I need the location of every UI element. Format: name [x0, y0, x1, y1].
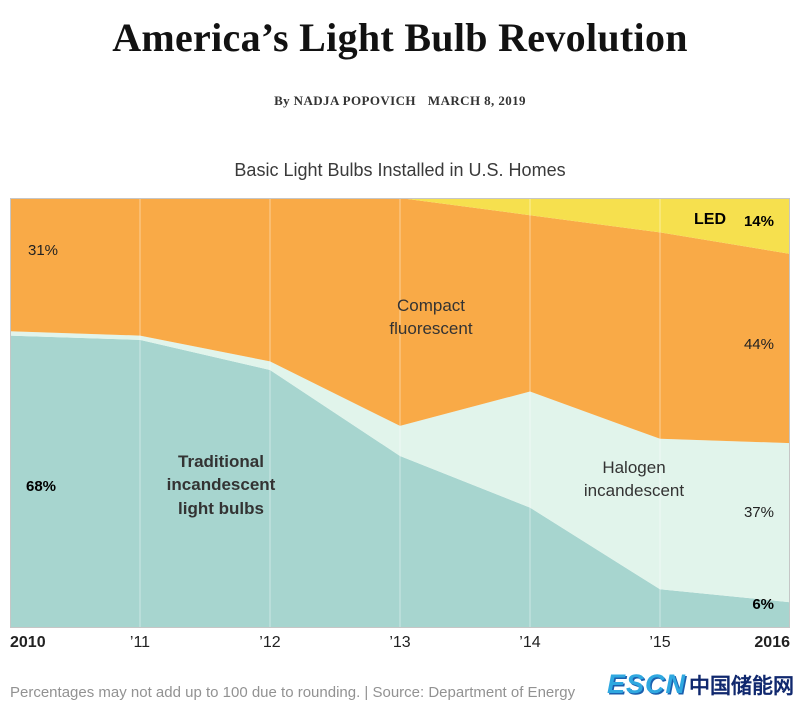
chart-title: Basic Light Bulbs Installed in U.S. Home…: [234, 160, 566, 180]
byline-author: By NADJA POPOVICH: [274, 93, 416, 108]
x-axis: 2010 ’11 ’12 ’13 ’14 ’15 2016: [10, 634, 790, 654]
byline-date: MARCH 8, 2019: [427, 93, 526, 108]
stacked-area-chart: 31% Compact fluorescent LED 14% 44% Trad…: [10, 198, 790, 628]
plot-border: [10, 198, 790, 628]
traditional-end-value: 6%: [752, 596, 774, 613]
area-traditional-incandescent-light-bulbs: [10, 335, 790, 628]
led-area-label: LED: [694, 211, 726, 228]
watermark: ESCN 中国储能网: [607, 669, 794, 700]
cfl-start-value: 31%: [28, 242, 59, 259]
source-note: Percentages may not add up to 100 due to…: [10, 684, 576, 701]
area-led: [10, 198, 790, 254]
led-end-value: 14%: [743, 213, 774, 230]
x-tick-15: ’15: [649, 634, 671, 651]
area-compact-fluorescent: [10, 198, 790, 444]
x-tick-2016: 2016: [754, 634, 790, 651]
byline: By NADJA POPOVICH MARCH 8, 2019: [0, 93, 800, 109]
x-tick-13: ’13: [389, 634, 411, 651]
halogen-end-value: 37%: [743, 504, 774, 521]
chart-canvas: [10, 198, 790, 628]
traditional-area-label: Traditional incandescent light bulbs: [166, 452, 276, 518]
x-tick-14: ’14: [519, 634, 541, 651]
cfl-area-label: Compact fluorescent: [389, 296, 473, 339]
area-halogen-incandescent: [10, 331, 790, 603]
traditional-start-value: 68%: [26, 478, 57, 495]
watermark-text: 中国储能网: [689, 674, 794, 698]
halogen-area-label: Halogen incandescent: [583, 458, 685, 501]
watermark-logo: ESCN: [606, 669, 686, 699]
cfl-end-value: 44%: [743, 336, 774, 353]
x-tick-2010: 2010: [10, 634, 46, 651]
x-tick-12: ’12: [259, 634, 281, 651]
x-tick-11: ’11: [129, 634, 151, 651]
article-title: America’s Light Bulb Revolution: [112, 15, 688, 60]
